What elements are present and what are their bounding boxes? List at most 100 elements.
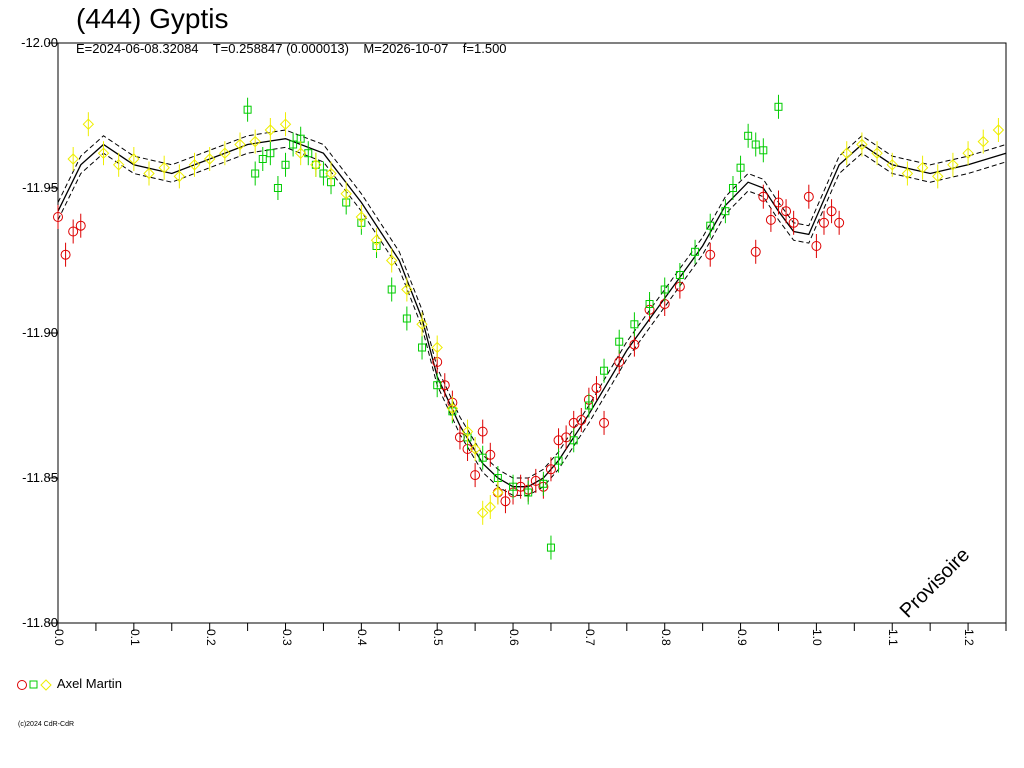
data-point-diamond <box>901 167 914 180</box>
data-point-circle <box>773 197 784 208</box>
data-point-square <box>569 436 578 445</box>
data-point-circle <box>75 220 86 231</box>
data-point-diamond <box>112 159 125 171</box>
data-point-diamond <box>385 254 398 267</box>
data-point-square <box>539 479 548 488</box>
data-point-circle <box>629 339 640 350</box>
data-point-circle <box>470 470 481 481</box>
x-tick-label: 1.1 <box>886 629 901 646</box>
legend: Axel Martin <box>16 676 122 692</box>
data-point-square <box>289 140 298 149</box>
data-point-diamond <box>977 135 989 148</box>
data-point-square <box>258 155 267 163</box>
data-point-diamond <box>310 159 322 171</box>
data-point-diamond <box>431 341 443 354</box>
data-point-square <box>736 163 745 172</box>
data-point-diamond <box>992 124 1005 136</box>
legend-diamond-marker <box>40 678 52 691</box>
y-tick-label: -11.80 <box>22 615 58 630</box>
data-point-diamond <box>67 153 79 165</box>
data-point-diamond <box>461 425 474 438</box>
data-point-circle <box>568 417 579 428</box>
data-point-square <box>645 300 654 308</box>
data-point-diamond <box>188 159 201 171</box>
data-point-square <box>759 146 768 155</box>
data-point-circle <box>576 415 587 425</box>
data-point-circle <box>758 191 769 202</box>
data-point-diamond <box>325 167 337 180</box>
data-points <box>53 94 1005 560</box>
data-point-circle <box>705 249 716 260</box>
x-tick-label: 0.0 <box>52 629 66 646</box>
data-point-diamond <box>279 118 292 130</box>
data-point-circle <box>614 357 625 367</box>
data-point-circle <box>765 214 776 225</box>
data-point-square <box>691 247 700 256</box>
data-point-circle <box>750 246 761 257</box>
data-point-circle <box>68 226 79 237</box>
data-point-diamond <box>158 161 170 174</box>
data-point-square <box>319 169 328 178</box>
data-point-diamond <box>962 147 974 159</box>
x-tick-label: 0.9 <box>734 629 749 646</box>
data-point-square <box>728 184 737 192</box>
data-point-circle <box>788 217 799 228</box>
data-point-circle <box>477 426 488 437</box>
model-curve <box>57 129 1007 496</box>
x-tick-label: 0.5 <box>431 629 446 646</box>
data-point-square <box>387 285 396 294</box>
data-point-diamond <box>492 486 504 499</box>
data-point-square <box>744 131 753 140</box>
data-point-diamond <box>264 124 277 136</box>
data-point-square <box>751 140 760 149</box>
model-envelope-lower <box>57 146 1007 496</box>
data-point-circle <box>826 206 837 217</box>
data-point-diamond <box>947 159 959 171</box>
data-point-circle <box>500 496 511 507</box>
x-tick-label: 0.3 <box>279 629 294 646</box>
data-point-square <box>706 221 715 230</box>
data-point-diamond <box>82 118 95 130</box>
data-point-diamond <box>484 501 496 513</box>
data-point-circle <box>834 217 845 228</box>
data-point-circle <box>53 212 63 222</box>
axis-ticks <box>48 42 1007 631</box>
data-point-square <box>478 453 487 462</box>
data-point-diamond <box>932 170 944 183</box>
legend-square-marker <box>29 680 38 689</box>
data-point-diamond <box>203 153 216 165</box>
data-point-square <box>675 271 684 279</box>
data-point-square <box>774 102 783 111</box>
y-tick-label: -11.95 <box>22 180 58 195</box>
data-point-diamond <box>916 161 929 174</box>
plot-frame <box>57 42 1007 624</box>
x-tick-label: 0.1 <box>127 629 142 646</box>
model-envelope-upper <box>57 129 1007 479</box>
y-tick-label: -12.00 <box>21 35 58 50</box>
y-tick-label: -11.85 <box>22 470 58 485</box>
data-point-circle <box>545 464 556 475</box>
data-point-square <box>281 160 290 169</box>
data-point-square <box>584 401 593 410</box>
data-point-diamond <box>416 318 428 331</box>
data-point-diamond <box>340 188 352 200</box>
data-point-diamond <box>355 211 368 223</box>
data-point-diamond <box>871 147 883 159</box>
data-point-circle <box>60 249 71 260</box>
data-point-diamond <box>143 167 155 180</box>
chart-title: (444) Gyptis <box>76 3 229 34</box>
data-point-circle <box>803 191 814 202</box>
data-point-diamond <box>469 443 481 455</box>
data-point-circle <box>591 383 602 394</box>
data-point-square <box>273 184 282 192</box>
data-point-diamond <box>841 147 853 159</box>
x-tick-label: 0.8 <box>658 629 673 646</box>
legend-circle-marker <box>17 679 27 690</box>
copyright-notice: (c)2024 CdR-CdR <box>18 721 75 728</box>
data-point-diamond <box>886 159 898 171</box>
x-tick-label: 1.2 <box>962 629 977 646</box>
data-point-square <box>243 105 252 114</box>
data-point-circle <box>818 217 829 228</box>
legend-observer-label: Axel Martin <box>56 676 122 691</box>
